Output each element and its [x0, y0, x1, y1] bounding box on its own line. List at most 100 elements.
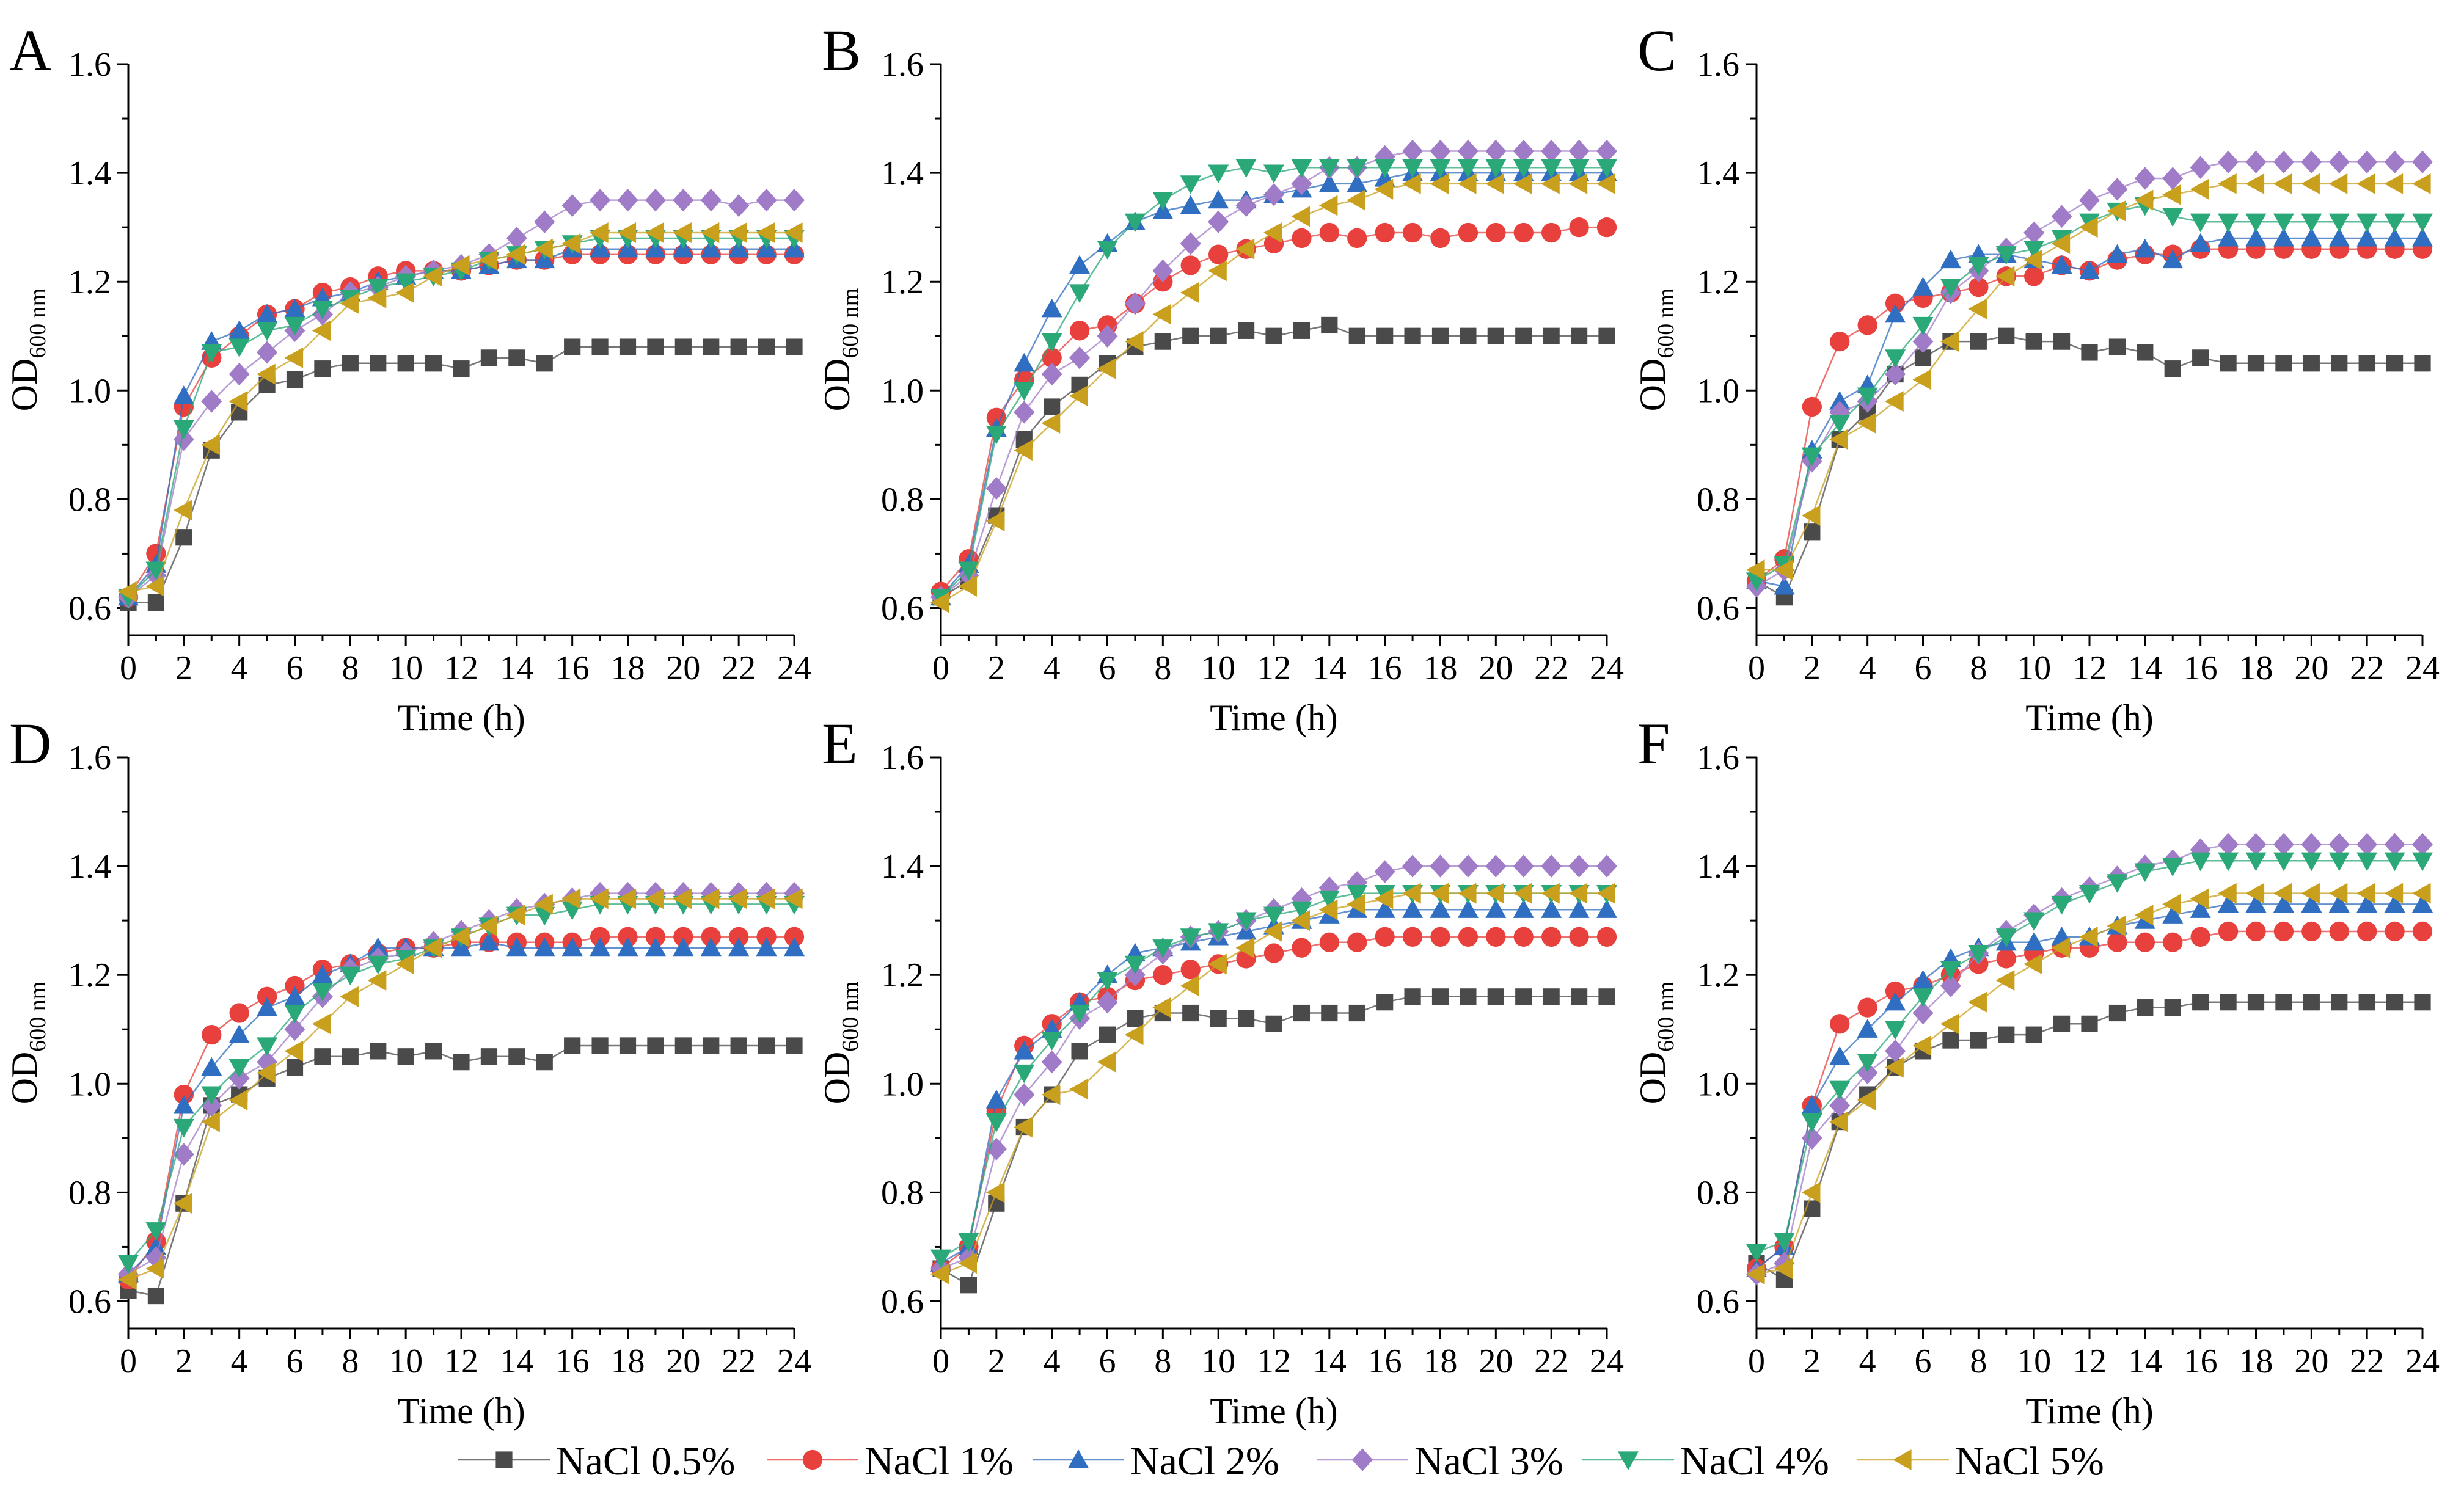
data-point [1263, 943, 1284, 963]
data-point [985, 476, 1007, 500]
data-point [647, 338, 664, 355]
series-5 [1746, 197, 2433, 591]
data-point [1568, 899, 1590, 918]
y-tick-label: 0.6 [68, 589, 111, 627]
series-line [1756, 859, 2422, 1253]
data-point [1912, 369, 1932, 390]
data-point [1263, 164, 1284, 184]
x-tick-label: 18 [611, 1343, 645, 1380]
data-point [1069, 1079, 1088, 1100]
x-axis-title: Time (h) [2025, 1391, 2153, 1431]
data-point [2301, 921, 2322, 942]
data-point [1153, 965, 1173, 985]
data-point [228, 1024, 250, 1043]
data-point [1829, 391, 1851, 410]
x-tick-label: 10 [2017, 1343, 2051, 1380]
data-point [1347, 885, 1368, 904]
data-point [1485, 159, 1507, 178]
data-point [2218, 833, 2239, 856]
data-point [784, 927, 805, 947]
series-1 [1748, 327, 2431, 606]
data-point [1857, 1019, 1878, 1038]
data-point [478, 916, 498, 937]
data-point [960, 1277, 978, 1294]
data-point [1541, 159, 1562, 178]
data-point [1152, 939, 1174, 958]
data-point [228, 338, 250, 358]
data-point [1124, 213, 1146, 233]
data-point [1374, 899, 1395, 918]
data-point [1431, 988, 1449, 1005]
data-point [2328, 213, 2350, 233]
data-point [367, 937, 389, 957]
data-point [2328, 852, 2350, 872]
data-point [564, 338, 581, 355]
data-point [2356, 894, 2378, 913]
data-point [1940, 279, 1961, 298]
data-point [619, 1037, 637, 1054]
data-point [930, 1263, 949, 1284]
data-point [1460, 327, 1477, 344]
data-point [2134, 167, 2155, 190]
data-point [2218, 213, 2239, 233]
data-point [201, 1094, 222, 1117]
y-axis-title: OD600 nm [817, 288, 863, 412]
series-1 [120, 338, 803, 611]
data-point [2412, 173, 2431, 194]
x-tick-label: 14 [2128, 649, 2162, 687]
data-point [1402, 899, 1424, 918]
data-point [1263, 906, 1284, 926]
data-point [1208, 189, 1229, 209]
data-point [1829, 429, 1848, 450]
x-tick-label: 8 [1970, 649, 1987, 687]
data-point [2412, 150, 2433, 173]
x-axis-title: Time (h) [1210, 1391, 1337, 1431]
data-point [478, 249, 498, 271]
data-point [173, 1193, 192, 1214]
data-point [1801, 447, 1822, 467]
data-point [1208, 164, 1229, 184]
data-point [2356, 883, 2375, 904]
data-point [534, 894, 553, 915]
data-point [1347, 173, 1368, 192]
panel-letter: C [1637, 18, 1676, 83]
data-point [2384, 852, 2405, 872]
data-point [728, 222, 747, 244]
data-point [674, 1037, 692, 1054]
data-point [284, 1040, 304, 1062]
data-point [1912, 988, 1934, 1007]
legend-item: NaCl 2% [1033, 1439, 1279, 1484]
data-point [703, 338, 720, 355]
series-line [1757, 183, 2422, 571]
data-point [2079, 926, 2098, 947]
data-point [1152, 259, 1174, 283]
data-point [1347, 932, 1367, 952]
data-point [173, 500, 192, 521]
data-point [1485, 854, 1507, 878]
data-point [2081, 344, 2098, 361]
data-point [2358, 994, 2375, 1011]
data-point [228, 362, 250, 386]
panel-f: F0.60.81.01.21.41.60 2 4 6 8 10 12 14 16 18 20 22 24… [1632, 711, 2440, 1431]
data-point [1263, 222, 1282, 244]
data-point [2357, 921, 2377, 942]
data-point [1293, 1004, 1311, 1022]
data-point [1830, 1014, 1850, 1034]
data-point [1995, 266, 2015, 287]
x-tick-label: 12 [444, 649, 478, 687]
data-point [2107, 178, 2128, 201]
data-point [730, 1037, 747, 1054]
data-point [1995, 246, 2017, 265]
data-point [2386, 355, 2404, 372]
data-point [2301, 852, 2322, 872]
y-axis-title-sub: 600 nm [1653, 982, 1679, 1052]
x-tick-label: 4 [1044, 649, 1061, 687]
data-point [2108, 1004, 2126, 1022]
data-point [2218, 227, 2239, 247]
data-point [312, 964, 333, 983]
y-tick-label: 1.2 [1697, 263, 1739, 301]
data-point [1124, 955, 1146, 975]
legend-label: NaCl 2% [1130, 1439, 1279, 1484]
data-point [2273, 921, 2294, 942]
data-point [617, 222, 637, 244]
